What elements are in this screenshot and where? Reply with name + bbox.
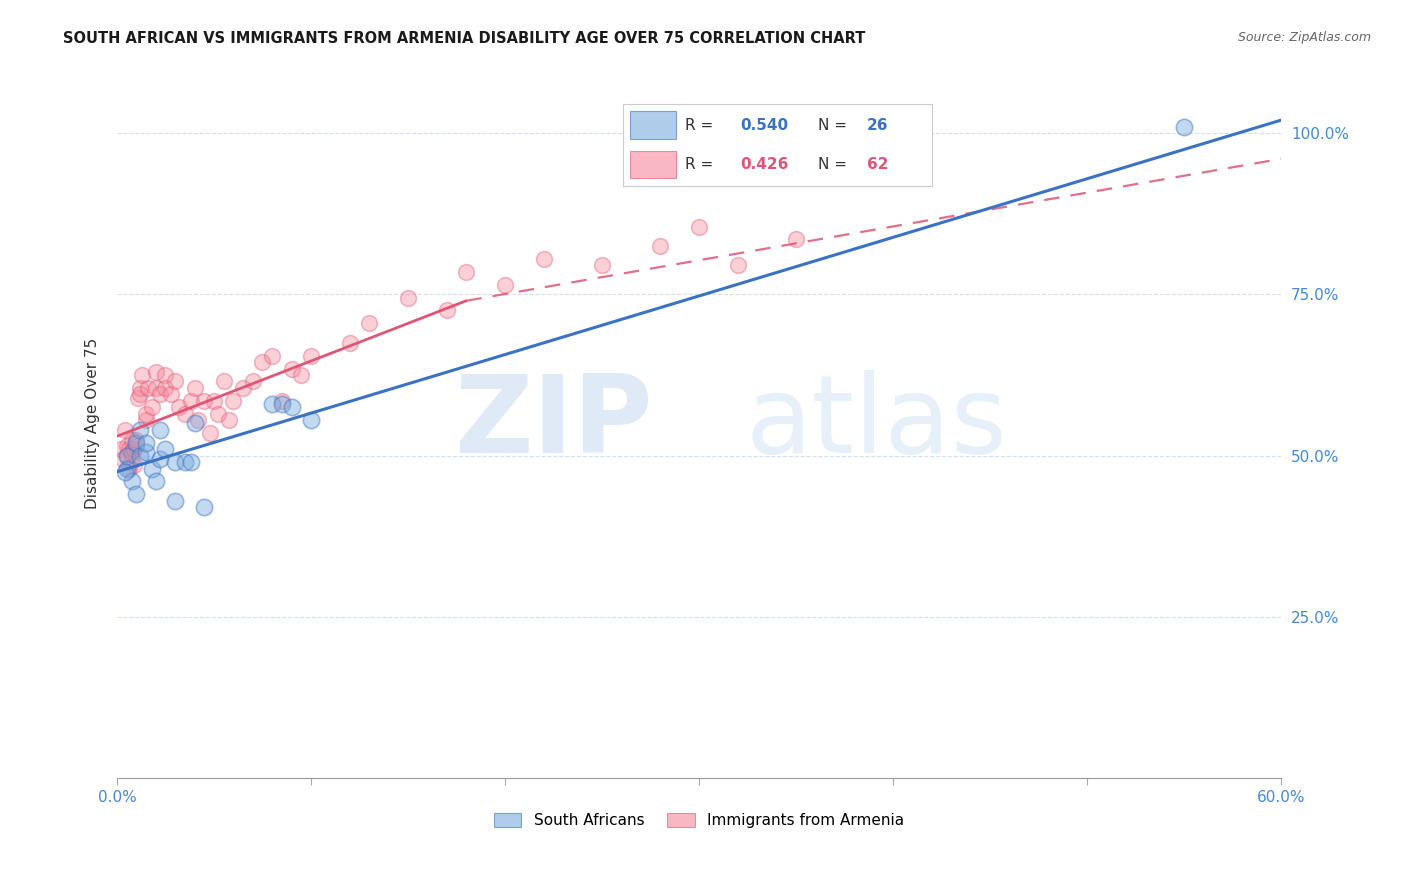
Point <box>141 461 163 475</box>
Point <box>242 375 264 389</box>
Point <box>155 368 177 382</box>
Point <box>280 361 302 376</box>
Point <box>533 252 555 266</box>
Point <box>650 239 672 253</box>
Point <box>145 365 167 379</box>
Point <box>125 439 148 453</box>
Point <box>115 449 138 463</box>
Point <box>456 265 478 279</box>
Point <box>165 493 187 508</box>
Point <box>198 425 221 440</box>
Point <box>124 442 146 457</box>
Point <box>145 381 167 395</box>
Point <box>183 381 205 395</box>
Text: atlas: atlas <box>745 370 1008 476</box>
Point <box>131 368 153 382</box>
Point <box>232 381 254 395</box>
Point <box>727 258 749 272</box>
Point <box>339 335 361 350</box>
Point <box>114 423 136 437</box>
Point <box>212 375 235 389</box>
Point <box>167 401 190 415</box>
Point <box>299 413 322 427</box>
Point <box>270 397 292 411</box>
Point <box>155 381 177 395</box>
Point <box>149 423 172 437</box>
Point <box>155 442 177 457</box>
Point <box>135 435 157 450</box>
Point <box>110 442 132 457</box>
Point <box>160 387 183 401</box>
Point <box>120 445 142 459</box>
Point <box>591 258 613 272</box>
Point <box>173 407 195 421</box>
Point <box>218 413 240 427</box>
Point <box>280 401 302 415</box>
Point <box>359 317 381 331</box>
Point <box>115 439 138 453</box>
Point <box>290 368 312 382</box>
Point <box>145 475 167 489</box>
Point <box>115 449 138 463</box>
Point <box>183 417 205 431</box>
Point <box>165 375 187 389</box>
Point <box>187 413 209 427</box>
Point <box>115 461 138 475</box>
Point <box>222 393 245 408</box>
Legend: South Africans, Immigrants from Armenia: South Africans, Immigrants from Armenia <box>488 807 910 834</box>
Point <box>129 387 152 401</box>
Point <box>121 445 143 459</box>
Point <box>135 445 157 459</box>
Point <box>111 451 134 466</box>
Point <box>262 349 284 363</box>
Point <box>121 433 143 447</box>
Point <box>173 455 195 469</box>
Point <box>688 219 710 234</box>
Point <box>135 407 157 421</box>
Point <box>494 277 516 292</box>
Point <box>193 393 215 408</box>
Point <box>136 381 159 395</box>
Point <box>180 393 202 408</box>
Point <box>117 442 139 457</box>
Point <box>129 423 152 437</box>
Point <box>396 291 419 305</box>
Point <box>121 475 143 489</box>
Text: SOUTH AFRICAN VS IMMIGRANTS FROM ARMENIA DISABILITY AGE OVER 75 CORRELATION CHAR: SOUTH AFRICAN VS IMMIGRANTS FROM ARMENIA… <box>63 31 866 46</box>
Point <box>125 487 148 501</box>
Y-axis label: Disability Age Over 75: Disability Age Over 75 <box>86 338 100 509</box>
Text: Source: ZipAtlas.com: Source: ZipAtlas.com <box>1237 31 1371 45</box>
Point <box>149 451 172 466</box>
Point <box>114 465 136 479</box>
Point <box>141 401 163 415</box>
Point <box>149 387 172 401</box>
Point <box>436 303 458 318</box>
Point <box>193 500 215 515</box>
Point <box>207 407 229 421</box>
Point <box>270 393 292 408</box>
Point <box>125 435 148 450</box>
Text: ZIP: ZIP <box>454 370 652 476</box>
Point <box>117 461 139 475</box>
Point <box>120 455 142 469</box>
Point <box>165 455 187 469</box>
Point <box>129 381 152 395</box>
Point <box>135 413 157 427</box>
Point <box>299 349 322 363</box>
Point <box>785 232 807 246</box>
Point <box>180 455 202 469</box>
Point <box>124 458 146 473</box>
Point <box>127 391 149 405</box>
Point <box>1173 120 1195 134</box>
Point <box>252 355 274 369</box>
Point <box>125 433 148 447</box>
Point <box>202 393 225 408</box>
Point <box>262 397 284 411</box>
Point <box>129 449 152 463</box>
